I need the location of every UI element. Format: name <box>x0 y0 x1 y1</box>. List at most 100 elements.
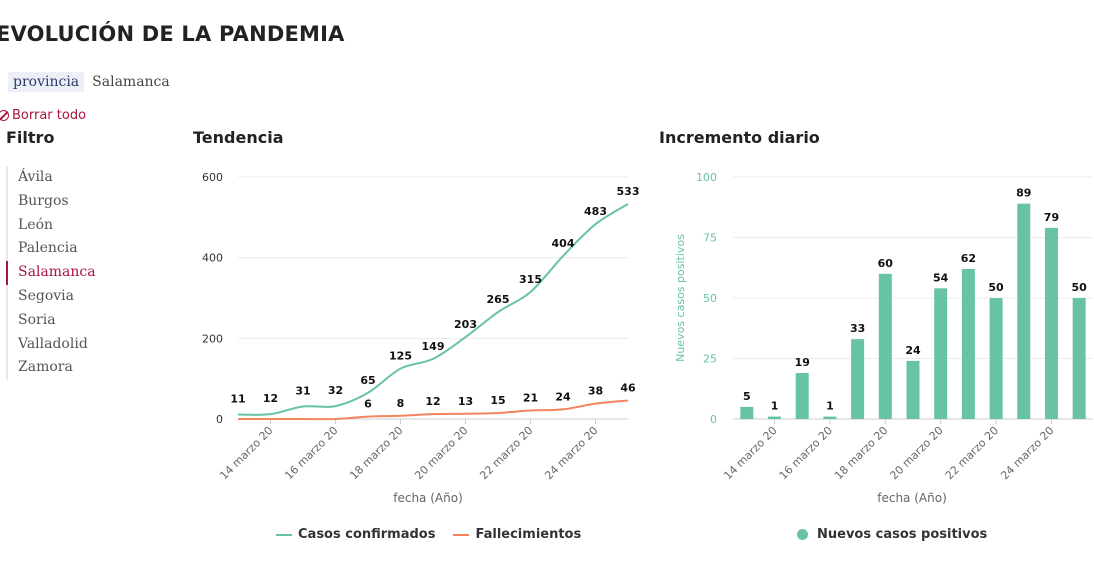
legend-item-new-cases[interactable]: Nuevos casos positivos <box>797 527 987 542</box>
legend-label-confirmed: Casos confirmados <box>298 527 436 542</box>
active-filter-key: provincia <box>8 72 85 92</box>
trend-x-tick-label: 18 marzo 20 <box>347 424 405 482</box>
daily-data-label: 33 <box>850 322 865 335</box>
page-title: EVOLUCIÓN DE LA PANDEMIA <box>0 22 345 46</box>
filter-list: Ávila Burgos León Palencia Salamanca Segovia S… <box>6 166 96 381</box>
confirmed-data-label: 32 <box>328 384 343 397</box>
deaths-data-label: 13 <box>458 395 473 408</box>
daily-bar <box>989 298 1003 419</box>
trend-y-tick-label: 600 <box>202 171 223 184</box>
daily-data-label: 62 <box>961 252 976 265</box>
clear-all-label: Borrar todo <box>12 108 87 123</box>
deaths-series-line <box>238 399 629 421</box>
daily-x-axis-label: fecha (Año) <box>877 491 947 505</box>
confirmed-data-label: 11 <box>230 393 245 406</box>
daily-bar <box>961 268 975 419</box>
daily-y-tick-label: 75 <box>703 232 717 245</box>
deaths-data-label: 8 <box>397 397 405 410</box>
daily-x-tick-label: 24 marzo 20 <box>998 424 1056 482</box>
trend-x-tick-label: 14 marzo 20 <box>217 424 275 482</box>
legend-item-confirmed[interactable]: Casos confirmados <box>276 527 435 542</box>
daily-bar <box>823 416 837 419</box>
daily-bar <box>851 339 865 419</box>
daily-bar <box>906 360 920 419</box>
confirmed-data-label: 149 <box>422 340 445 353</box>
daily-data-label: 1 <box>771 400 779 413</box>
filter-item-avila[interactable]: Ávila <box>18 169 53 185</box>
daily-bar <box>1017 203 1031 419</box>
trend-y-tick-label: 400 <box>202 252 223 265</box>
confirmed-data-label: 533 <box>617 185 640 198</box>
trend-y-tick-label: 0 <box>216 413 223 426</box>
active-filter-chip[interactable]: provincia Salamanca <box>8 72 170 92</box>
confirmed-data-label: 65 <box>360 374 375 387</box>
deaths-data-label: 15 <box>490 394 505 407</box>
daily-y-tick-label: 50 <box>703 292 717 305</box>
active-filter-value: Salamanca <box>92 74 170 90</box>
deaths-data-label: 46 <box>620 381 636 394</box>
confirmed-data-label: 12 <box>263 392 278 405</box>
deaths-data-label: 24 <box>555 390 571 403</box>
daily-data-label: 1 <box>826 400 834 413</box>
legend-line-deaths-icon <box>453 533 470 536</box>
deaths-data-label: 21 <box>523 392 538 405</box>
daily-data-label: 60 <box>878 257 894 270</box>
daily-bar <box>740 406 754 419</box>
trend-x-tick-label: 16 marzo 20 <box>282 424 340 482</box>
daily-data-label: 79 <box>1044 211 1059 224</box>
trend-x-axis-label: fecha (Año) <box>393 491 463 505</box>
daily-data-label: 24 <box>905 344 921 357</box>
daily-y-tick-label: 100 <box>696 171 717 184</box>
daily-x-tick-label: 20 marzo 20 <box>887 424 945 482</box>
trend-x-tick-label: 20 marzo 20 <box>412 424 470 482</box>
deaths-data-label: 6 <box>364 398 372 411</box>
daily-data-label: 89 <box>1016 187 1031 200</box>
daily-bar <box>795 373 809 419</box>
filter-item-soria[interactable]: Soria <box>18 311 56 328</box>
legend-item-deaths[interactable]: Fallecimientos <box>453 527 581 542</box>
daily-data-label: 5 <box>743 390 751 403</box>
confirmed-data-label: 265 <box>487 293 510 306</box>
daily-data-label: 19 <box>795 356 810 369</box>
daily-y-tick-label: 25 <box>703 353 717 366</box>
deaths-data-label: 38 <box>588 385 603 398</box>
daily-x-tick-label: 22 marzo 20 <box>943 424 1001 482</box>
daily-data-label: 50 <box>1071 281 1087 294</box>
filter-item-burgos[interactable]: Burgos <box>18 192 69 209</box>
daily-chart-title: Incremento diario <box>659 128 820 147</box>
filter-item-leon[interactable]: León <box>18 216 54 233</box>
confirmed-data-label: 31 <box>295 384 310 397</box>
daily-x-tick-label: 16 marzo 20 <box>777 424 835 482</box>
confirmed-data-label: 315 <box>519 273 542 286</box>
confirmed-data-label: 483 <box>584 205 607 218</box>
daily-legend: Nuevos casos positivos <box>797 527 1005 542</box>
clear-icon <box>0 110 9 121</box>
daily-data-label: 50 <box>988 281 1004 294</box>
daily-bar <box>878 273 892 419</box>
confirmed-data-label: 404 <box>552 237 575 250</box>
confirmed-series-line <box>237 203 629 416</box>
trend-chart-title: Tendencia <box>193 128 284 147</box>
legend-dot-new-cases-icon <box>797 529 808 540</box>
confirmed-data-label: 203 <box>454 318 477 331</box>
filter-item-valladolid[interactable]: Valladolid <box>18 335 88 352</box>
daily-bar <box>768 416 782 419</box>
daily-bar <box>1044 227 1058 419</box>
daily-y-tick-label: 0 <box>710 413 717 426</box>
trend-x-tick-label: 24 marzo 20 <box>542 424 600 482</box>
trend-legend: Casos confirmados Fallecimientos <box>276 527 599 542</box>
legend-label-deaths: Fallecimientos <box>475 527 582 542</box>
legend-line-confirmed-icon <box>276 533 292 536</box>
filter-item-palencia[interactable]: Palencia <box>18 240 78 257</box>
filter-item-salamanca[interactable]: Salamanca <box>6 261 96 285</box>
daily-x-tick-label: 18 marzo 20 <box>832 424 890 482</box>
daily-x-tick-label: 14 marzo 20 <box>721 424 779 482</box>
clear-all-button[interactable]: Borrar todo <box>0 108 86 123</box>
trend-y-tick-label: 200 <box>202 332 223 345</box>
filter-item-zamora[interactable]: Zamora <box>18 359 73 376</box>
filter-item-segovia[interactable]: Segovia <box>18 287 74 304</box>
daily-bar <box>1072 298 1086 419</box>
deaths-data-label: 12 <box>425 395 440 408</box>
trend-x-tick-label: 22 marzo 20 <box>477 424 535 482</box>
